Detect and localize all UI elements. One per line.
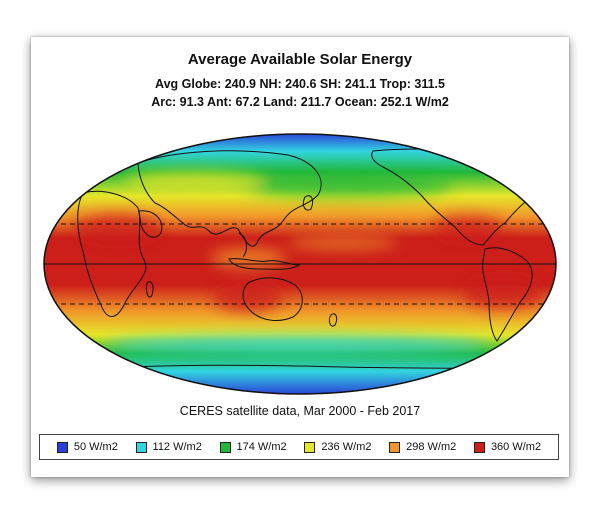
- australia-clear: [213, 284, 283, 312]
- legend-label: 298 W/m2: [406, 441, 457, 453]
- new-zealand-coastline: [328, 313, 338, 327]
- legend-swatch: [135, 441, 147, 453]
- maritime-cloud-band: [210, 248, 286, 268]
- legend-swatch: [219, 441, 231, 453]
- regional-variation: [73, 171, 543, 355]
- map-title: Average Available Solar Energy: [187, 51, 413, 68]
- indonesia-coastline: [228, 258, 301, 270]
- legend-swatch: [304, 441, 316, 453]
- indochina-coastline: [238, 232, 247, 258]
- south-america-coastline: [482, 247, 533, 342]
- legend-label: 50 W/m2: [73, 441, 118, 453]
- itcz-band: [288, 237, 398, 249]
- legend-label: 236 W/m2: [321, 441, 372, 453]
- figure-card: Average Available Solar Energy Avg Globe…: [31, 37, 569, 477]
- legend-swatch: [473, 441, 485, 453]
- asia-high: [123, 171, 263, 191]
- legend-item: 50 W/m2: [56, 441, 118, 453]
- legend-swatch: [389, 441, 401, 453]
- arabia-coastline: [138, 210, 163, 238]
- madagascar-coastline: [146, 281, 154, 298]
- globe-outline: [43, 133, 557, 395]
- north-pacific-storms: [233, 173, 453, 197]
- africa-coastline: [77, 190, 147, 317]
- legend-label: 174 W/m2: [236, 441, 287, 453]
- south-america-clear: [463, 277, 543, 309]
- data-source-caption: CERES satellite data, Mar 2000 - Feb 201…: [179, 404, 421, 418]
- legend-item: 360 W/m2: [473, 441, 542, 453]
- latitude-lines: [44, 223, 556, 305]
- asia-coastline: [137, 150, 322, 247]
- greenland-coastline: [512, 140, 545, 163]
- legend-item: 112 W/m2: [135, 441, 202, 453]
- color-legend: 50 W/m2 112 W/m2 174 W/m2 236 W/m2 298 W…: [39, 434, 559, 460]
- stats-line-1: Avg Globe: 240.9 NH: 240.6 SH: 241.1 Tro…: [155, 77, 445, 91]
- legend-swatch: [56, 441, 68, 453]
- legend-item: 236 W/m2: [304, 441, 371, 453]
- solar-energy-map-svg: [43, 133, 557, 395]
- legend-label: 360 W/m2: [490, 441, 542, 453]
- australia-coastline: [242, 277, 303, 321]
- mexico-clear: [433, 216, 503, 240]
- legend-item: 174 W/m2: [219, 441, 287, 453]
- sahara-arabia-clear: [73, 214, 163, 242]
- southern-ocean-storms: [108, 335, 488, 355]
- legend-label: 112 W/m2: [152, 441, 202, 453]
- legend-item: 298 W/m2: [389, 441, 456, 453]
- world-map: [43, 133, 557, 395]
- stats-line-2: Arc: 91.3 Ant: 67.2 Land: 211.7 Ocean: 2…: [151, 95, 449, 109]
- japan-coastline: [302, 195, 314, 211]
